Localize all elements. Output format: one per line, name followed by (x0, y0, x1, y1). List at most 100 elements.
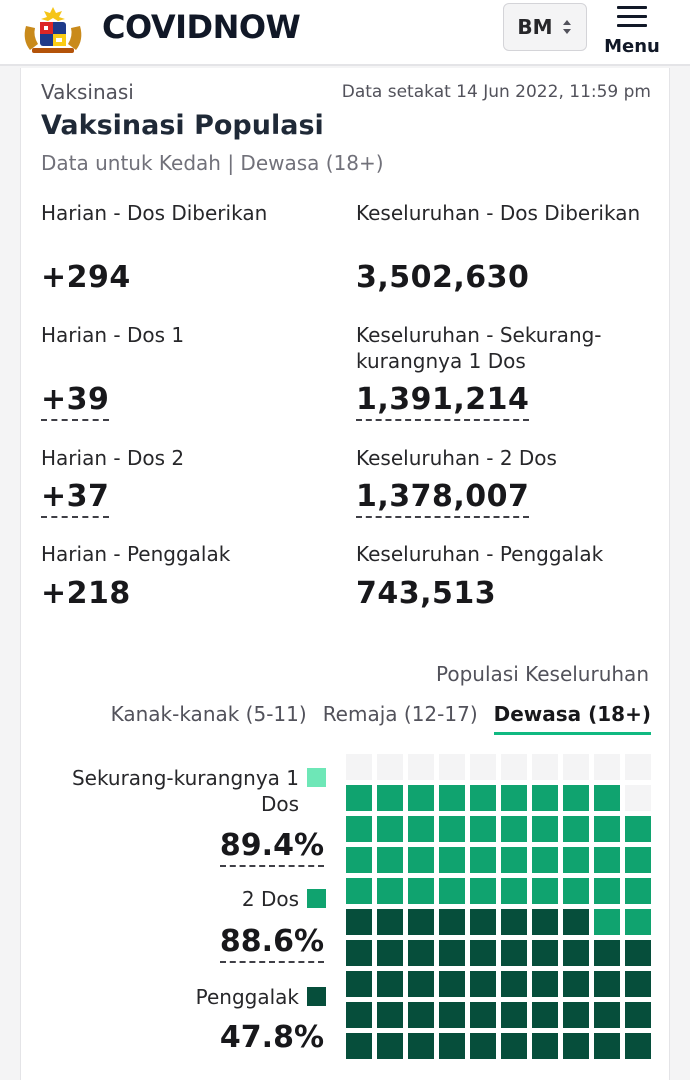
waffle-cell-booster (501, 971, 527, 997)
stat-label-total-booster: Keseluruhan - Penggalak (356, 542, 604, 566)
legend-item-dose2: 2 Dos (126, 886, 326, 912)
tab-adults[interactable]: Dewasa (18+) (493, 702, 651, 735)
waffle-cell-dose2 (346, 816, 372, 842)
waffle-cell-dose2 (408, 847, 434, 873)
waffle-cell-dose2 (594, 785, 620, 811)
waffle-cell-booster (439, 1033, 465, 1059)
menu-button[interactable]: Menu (602, 6, 662, 58)
legend-item-dose1: Sekurang-kurangnya 1 Dos (66, 765, 326, 817)
waffle-cell-dose2 (532, 785, 558, 811)
stat-value-total-dose1[interactable]: 1,391,214 (356, 382, 530, 421)
legend-swatch-dark-icon (307, 987, 326, 1006)
waffle-cell-booster (563, 909, 589, 935)
waffle-cell-booster (377, 940, 403, 966)
waffle-cell-dose2 (625, 847, 651, 873)
stat-label-daily-dose2: Harian - Dos 2 (41, 446, 185, 470)
waffle-cell-booster (439, 909, 465, 935)
waffle-cell-dose2 (408, 785, 434, 811)
stat-value-total-doses: 3,502,630 (356, 260, 530, 295)
tab-teens[interactable]: Remaja (12-17) (322, 702, 478, 726)
stat-value-daily-dose2[interactable]: +37 (41, 479, 110, 518)
waffle-cell-booster (594, 1033, 620, 1059)
section-label: Vaksinasi (41, 80, 134, 104)
waffle-cell-booster (470, 940, 496, 966)
waffle-cell-dose2 (501, 847, 527, 873)
stat-label-daily-dose1: Harian - Dos 1 (41, 323, 185, 347)
legend-swatch-light-icon (307, 768, 326, 787)
stat-value-daily-booster: +218 (41, 576, 131, 611)
waffle-cell-dose2 (563, 847, 589, 873)
stat-value-daily-doses: +294 (41, 260, 131, 295)
language-label: BM (517, 15, 553, 39)
waffle-cell-dose2 (501, 785, 527, 811)
waffle-cell-booster (346, 909, 372, 935)
stat-value-total-dose2[interactable]: 1,378,007 (356, 479, 530, 518)
waffle-cell-empty (563, 754, 589, 780)
waffle-cell-empty (594, 754, 620, 780)
waffle-cell-booster (439, 971, 465, 997)
sort-chevron-icon (562, 20, 571, 34)
waffle-cell-booster (346, 940, 372, 966)
waffle-cell-dose2 (377, 878, 403, 904)
waffle-cell-empty (346, 754, 372, 780)
age-group-tabs: Kanak-kanak (5-11) Remaja (12-17) Dewasa… (111, 702, 651, 735)
top-header: COVIDNOW BM Menu (0, 0, 690, 66)
waffle-cell-dose2 (625, 878, 651, 904)
percent-dose2[interactable]: 88.6% (219, 924, 324, 963)
waffle-cell-booster (501, 1002, 527, 1028)
waffle-cell-dose2 (439, 878, 465, 904)
stat-label-total-dose2: Keseluruhan - 2 Dos (356, 446, 557, 470)
stat-value-daily-dose1[interactable]: +39 (41, 382, 110, 421)
waffle-cell-dose2 (594, 878, 620, 904)
waffle-cell-booster (377, 909, 403, 935)
waffle-cell-dose2 (563, 816, 589, 842)
waffle-cell-empty (532, 754, 558, 780)
waffle-cell-booster (625, 940, 651, 966)
stat-label-daily-booster: Harian - Penggalak (41, 542, 231, 566)
legend-label-booster: Penggalak (195, 985, 299, 1009)
waffle-cell-booster (470, 1033, 496, 1059)
waffle-cell-booster (439, 940, 465, 966)
waffle-cell-booster (594, 971, 620, 997)
stat-label-daily-doses: Harian - Dos Diberikan (41, 201, 268, 225)
stat-label-total-dose1: Keseluruhan - Sekurang-kurangnya 1 Dos (356, 323, 602, 373)
waffle-cell-booster (625, 1033, 651, 1059)
waffle-cell-dose2 (625, 909, 651, 935)
waffle-cell-dose2 (594, 816, 620, 842)
waffle-cell-booster (563, 971, 589, 997)
waffle-cell-booster (594, 940, 620, 966)
waffle-cell-dose2 (563, 878, 589, 904)
waffle-cell-booster (501, 1033, 527, 1059)
waffle-cell-booster (408, 909, 434, 935)
waffle-cell-booster (625, 1002, 651, 1028)
malaysia-coat-of-arms-icon[interactable] (18, 4, 88, 54)
legend-label-dose1: Sekurang-kurangnya 1 Dos (72, 766, 326, 816)
waffle-cell-dose2 (377, 785, 403, 811)
waffle-cell-dose2 (563, 785, 589, 811)
waffle-cell-dose2 (408, 816, 434, 842)
percent-dose1[interactable]: 89.4% (219, 828, 324, 867)
waffle-cell-booster (563, 940, 589, 966)
waffle-cell-dose2 (470, 878, 496, 904)
waffle-cell-booster (439, 1002, 465, 1028)
brand-title[interactable]: COVIDNOW (102, 8, 301, 46)
waffle-cell-dose2 (408, 878, 434, 904)
waffle-cell-booster (377, 1002, 403, 1028)
menu-label: Menu (604, 36, 660, 57)
waffle-cell-booster (625, 971, 651, 997)
vaccination-card: Vaksinasi Data setakat 14 Jun 2022, 11:5… (20, 68, 670, 1080)
waffle-cell-dose2 (501, 816, 527, 842)
waffle-cell-booster (346, 1033, 372, 1059)
language-select[interactable]: BM (503, 3, 587, 51)
waffle-cell-booster (532, 909, 558, 935)
waffle-cell-empty (501, 754, 527, 780)
stat-value-total-booster: 743,513 (356, 576, 497, 611)
waffle-cell-booster (470, 1002, 496, 1028)
legend-swatch-medium-icon (307, 889, 326, 908)
waffle-cell-dose2 (501, 878, 527, 904)
waffle-cell-booster (563, 1033, 589, 1059)
tab-children[interactable]: Kanak-kanak (5-11) (110, 702, 307, 726)
waffle-cell-booster (532, 940, 558, 966)
waffle-cell-dose2 (346, 878, 372, 904)
waffle-cell-dose2 (346, 785, 372, 811)
